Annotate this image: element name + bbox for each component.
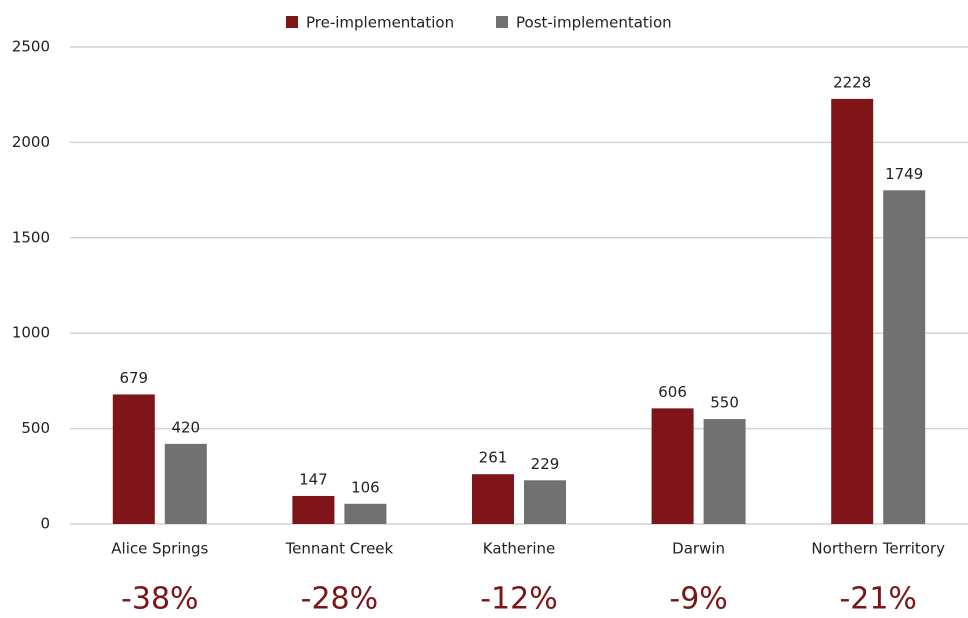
y-tick-label: 1500 [12, 228, 50, 246]
bar [292, 495, 335, 524]
legend-swatch [286, 16, 298, 28]
value-label: 606 [658, 383, 687, 401]
bar [883, 190, 926, 524]
bar [831, 98, 874, 525]
value-label: 550 [710, 394, 739, 412]
value-label: 1749 [885, 165, 923, 183]
legend-label: Post-implementation [516, 14, 672, 32]
annotation: -12% [480, 582, 558, 615]
value-label: 106 [351, 478, 380, 496]
value-label: 229 [531, 455, 560, 473]
bar [344, 503, 387, 524]
legend-label: Pre-implementation [306, 14, 454, 32]
value-label: 679 [119, 369, 148, 387]
value-label: 147 [299, 470, 328, 488]
y-tick-label: 0 [40, 515, 50, 533]
annotation: -38% [121, 582, 199, 615]
x-tick-label: Darwin [672, 540, 725, 558]
legend-swatch [496, 16, 508, 28]
value-label: 420 [171, 418, 200, 436]
bar [164, 443, 207, 524]
annotation: -28% [301, 582, 379, 615]
y-tick-label: 2500 [12, 38, 50, 56]
x-tick-label: Alice Springs [111, 540, 208, 558]
x-tick-label: Northern Territory [811, 540, 945, 558]
annotation: -21% [839, 582, 917, 615]
y-tick-label: 500 [21, 419, 50, 437]
annotation: -9% [669, 582, 727, 615]
value-label: 261 [479, 449, 508, 467]
bar [472, 474, 514, 524]
bar [651, 408, 694, 524]
value-label: 2228 [833, 73, 871, 91]
y-tick-label: 2000 [12, 133, 50, 151]
bar [524, 480, 566, 524]
x-tick-label: Tennant Creek [285, 540, 394, 558]
y-tick-label: 1000 [12, 324, 50, 342]
bar [703, 419, 746, 524]
bar [112, 394, 155, 524]
x-tick-label: Katherine [483, 540, 555, 558]
